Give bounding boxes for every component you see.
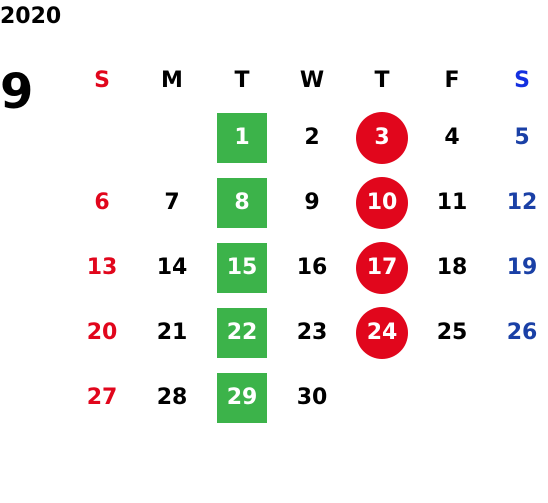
day-number: 20 bbox=[86, 320, 118, 345]
day-cell[interactable]: 8 bbox=[207, 170, 277, 235]
day-cell[interactable]: 14 bbox=[137, 235, 207, 300]
weekday-header-friday: F bbox=[444, 67, 460, 93]
day-number: 25 bbox=[436, 320, 468, 345]
day-number: 13 bbox=[86, 255, 118, 280]
day-number: 1 bbox=[217, 112, 267, 163]
day-number: 18 bbox=[436, 255, 468, 280]
day-number: 26 bbox=[506, 320, 538, 345]
day-cell[interactable]: 1 bbox=[207, 105, 277, 170]
day-number: 4 bbox=[444, 125, 460, 150]
day-number: 2 bbox=[304, 125, 320, 150]
day-cell[interactable]: 13 bbox=[67, 235, 137, 300]
day-number: 23 bbox=[296, 320, 328, 345]
day-cell[interactable]: 6 bbox=[67, 170, 137, 235]
weekday-header-sunday: S bbox=[94, 67, 110, 93]
day-cell[interactable]: 26 bbox=[487, 300, 548, 365]
day-number: 27 bbox=[86, 385, 118, 410]
day-cell[interactable]: 15 bbox=[207, 235, 277, 300]
day-cell-empty bbox=[67, 105, 137, 170]
day-number: 11 bbox=[436, 190, 468, 215]
day-number: 15 bbox=[217, 242, 267, 293]
day-cell[interactable]: 29 bbox=[207, 365, 277, 430]
day-cell[interactable]: 21 bbox=[137, 300, 207, 365]
day-cell[interactable]: 2 bbox=[277, 105, 347, 170]
day-cell[interactable]: 27 bbox=[67, 365, 137, 430]
day-cell[interactable]: 4 bbox=[417, 105, 487, 170]
year-label: 2020 bbox=[0, 4, 62, 29]
day-cell[interactable]: 23 bbox=[277, 300, 347, 365]
day-number: 5 bbox=[514, 125, 530, 150]
weekday-header-wednesday: W bbox=[299, 67, 325, 93]
day-number: 9 bbox=[304, 190, 320, 215]
day-number: 7 bbox=[164, 190, 180, 215]
day-number: 17 bbox=[356, 241, 408, 294]
day-cell[interactable]: 22 bbox=[207, 300, 277, 365]
day-cell[interactable]: 28 bbox=[137, 365, 207, 430]
day-number: 30 bbox=[296, 385, 328, 410]
day-number: 6 bbox=[94, 190, 110, 215]
weekday-header-monday: M bbox=[161, 67, 183, 93]
day-cell[interactable]: 17 bbox=[347, 235, 417, 300]
day-number: 22 bbox=[217, 307, 267, 358]
day-cell[interactable]: 12 bbox=[487, 170, 548, 235]
day-cell[interactable]: 7 bbox=[137, 170, 207, 235]
month-number: 9 bbox=[0, 64, 34, 120]
day-number: 16 bbox=[296, 255, 328, 280]
day-cell[interactable]: 19 bbox=[487, 235, 548, 300]
weekday-header-saturday: S bbox=[514, 67, 530, 93]
day-cell-empty bbox=[487, 365, 548, 430]
day-number: 24 bbox=[356, 306, 408, 359]
day-number: 14 bbox=[156, 255, 188, 280]
day-cell[interactable]: 20 bbox=[67, 300, 137, 365]
day-cell-empty bbox=[417, 365, 487, 430]
day-cell-empty bbox=[137, 105, 207, 170]
day-cell[interactable]: 3 bbox=[347, 105, 417, 170]
day-number: 10 bbox=[356, 176, 408, 229]
day-number: 8 bbox=[217, 177, 267, 228]
day-cell[interactable]: 24 bbox=[347, 300, 417, 365]
day-cell[interactable]: 11 bbox=[417, 170, 487, 235]
day-cell[interactable]: 16 bbox=[277, 235, 347, 300]
weekday-header-thursday: T bbox=[374, 67, 390, 93]
day-cell[interactable]: 25 bbox=[417, 300, 487, 365]
weekday-header-tuesday: T bbox=[234, 67, 250, 93]
day-cell[interactable]: 5 bbox=[487, 105, 548, 170]
day-number: 12 bbox=[506, 190, 538, 215]
day-number: 19 bbox=[506, 255, 538, 280]
day-cell[interactable]: 30 bbox=[277, 365, 347, 430]
day-number: 21 bbox=[156, 320, 188, 345]
day-cell[interactable]: 18 bbox=[417, 235, 487, 300]
day-cell[interactable]: 10 bbox=[347, 170, 417, 235]
day-number: 28 bbox=[156, 385, 188, 410]
day-cell-empty bbox=[347, 365, 417, 430]
day-cell[interactable]: 9 bbox=[277, 170, 347, 235]
day-number: 29 bbox=[217, 372, 267, 423]
day-number: 3 bbox=[356, 111, 408, 164]
calendar-grid: S M T W T F S 1 2 3 4 5 6 7 8 9 10 11 12… bbox=[67, 55, 548, 430]
